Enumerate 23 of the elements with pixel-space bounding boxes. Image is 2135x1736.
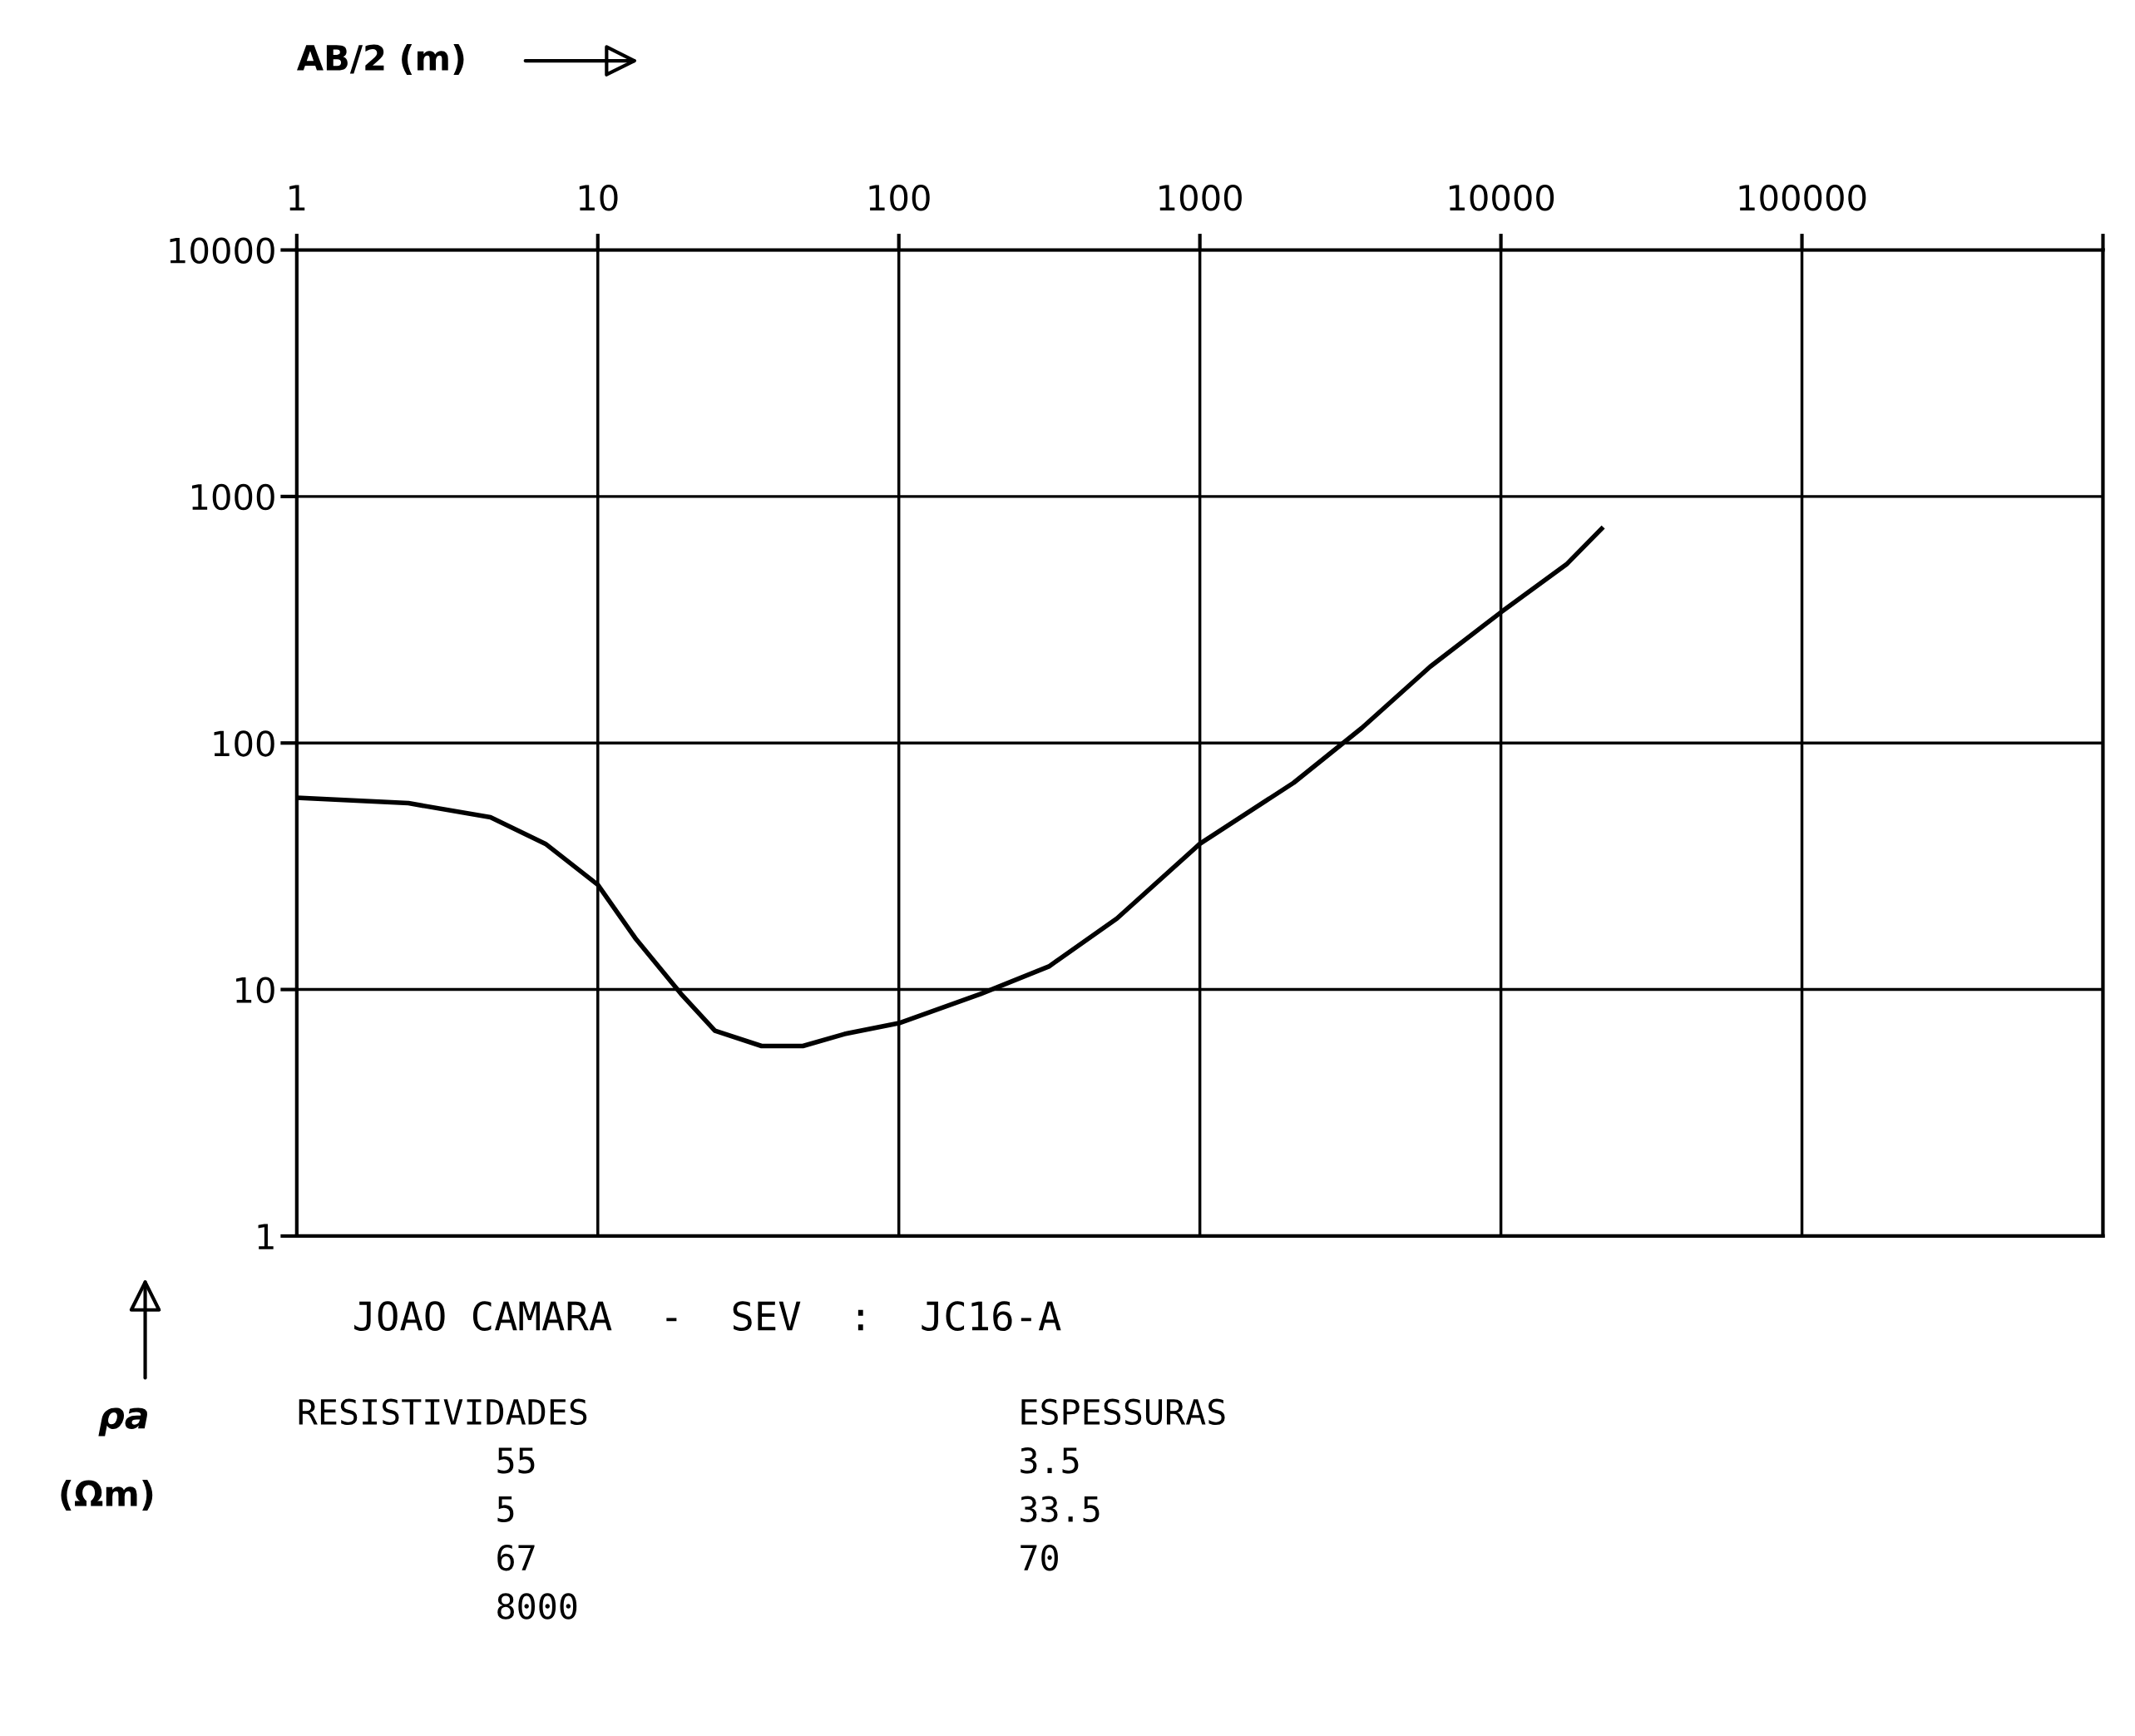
text: RESISTIVIDADES [299,1398,587,1426]
x-tick-label: 1 [289,185,305,210]
y-tick-label: 1000 [192,483,274,511]
x-axis-title: AB/2 (m) [297,43,464,76]
x-tick-label: 100 [869,185,930,211]
x-tick-label: 1000 [1159,185,1242,211]
text: JOAO CAMARA - SEV : JC16-A [354,1301,1061,1331]
text: 3.5 [1021,1447,1079,1474]
text: 67 [497,1544,535,1571]
text: 8000 [497,1593,577,1620]
y-tick-label: 100 [214,730,274,757]
text: 5 [497,1496,514,1522]
text: 33.5 [1021,1496,1100,1522]
x-tick-label: 10 [579,185,618,211]
x-tick-label: 10000 [1449,185,1554,211]
text: 70 [1021,1544,1058,1571]
x-tick-label: 100000 [1739,185,1866,211]
y-axis-title: ρa (Ωm) [61,1407,153,1511]
text: ESPESSURAS [1021,1398,1225,1426]
y-tick-label: 1 [258,1224,274,1249]
y-tick-label: 10000 [170,237,274,264]
y-tick-label: 10 [236,977,274,1004]
text: 55 [497,1447,535,1474]
